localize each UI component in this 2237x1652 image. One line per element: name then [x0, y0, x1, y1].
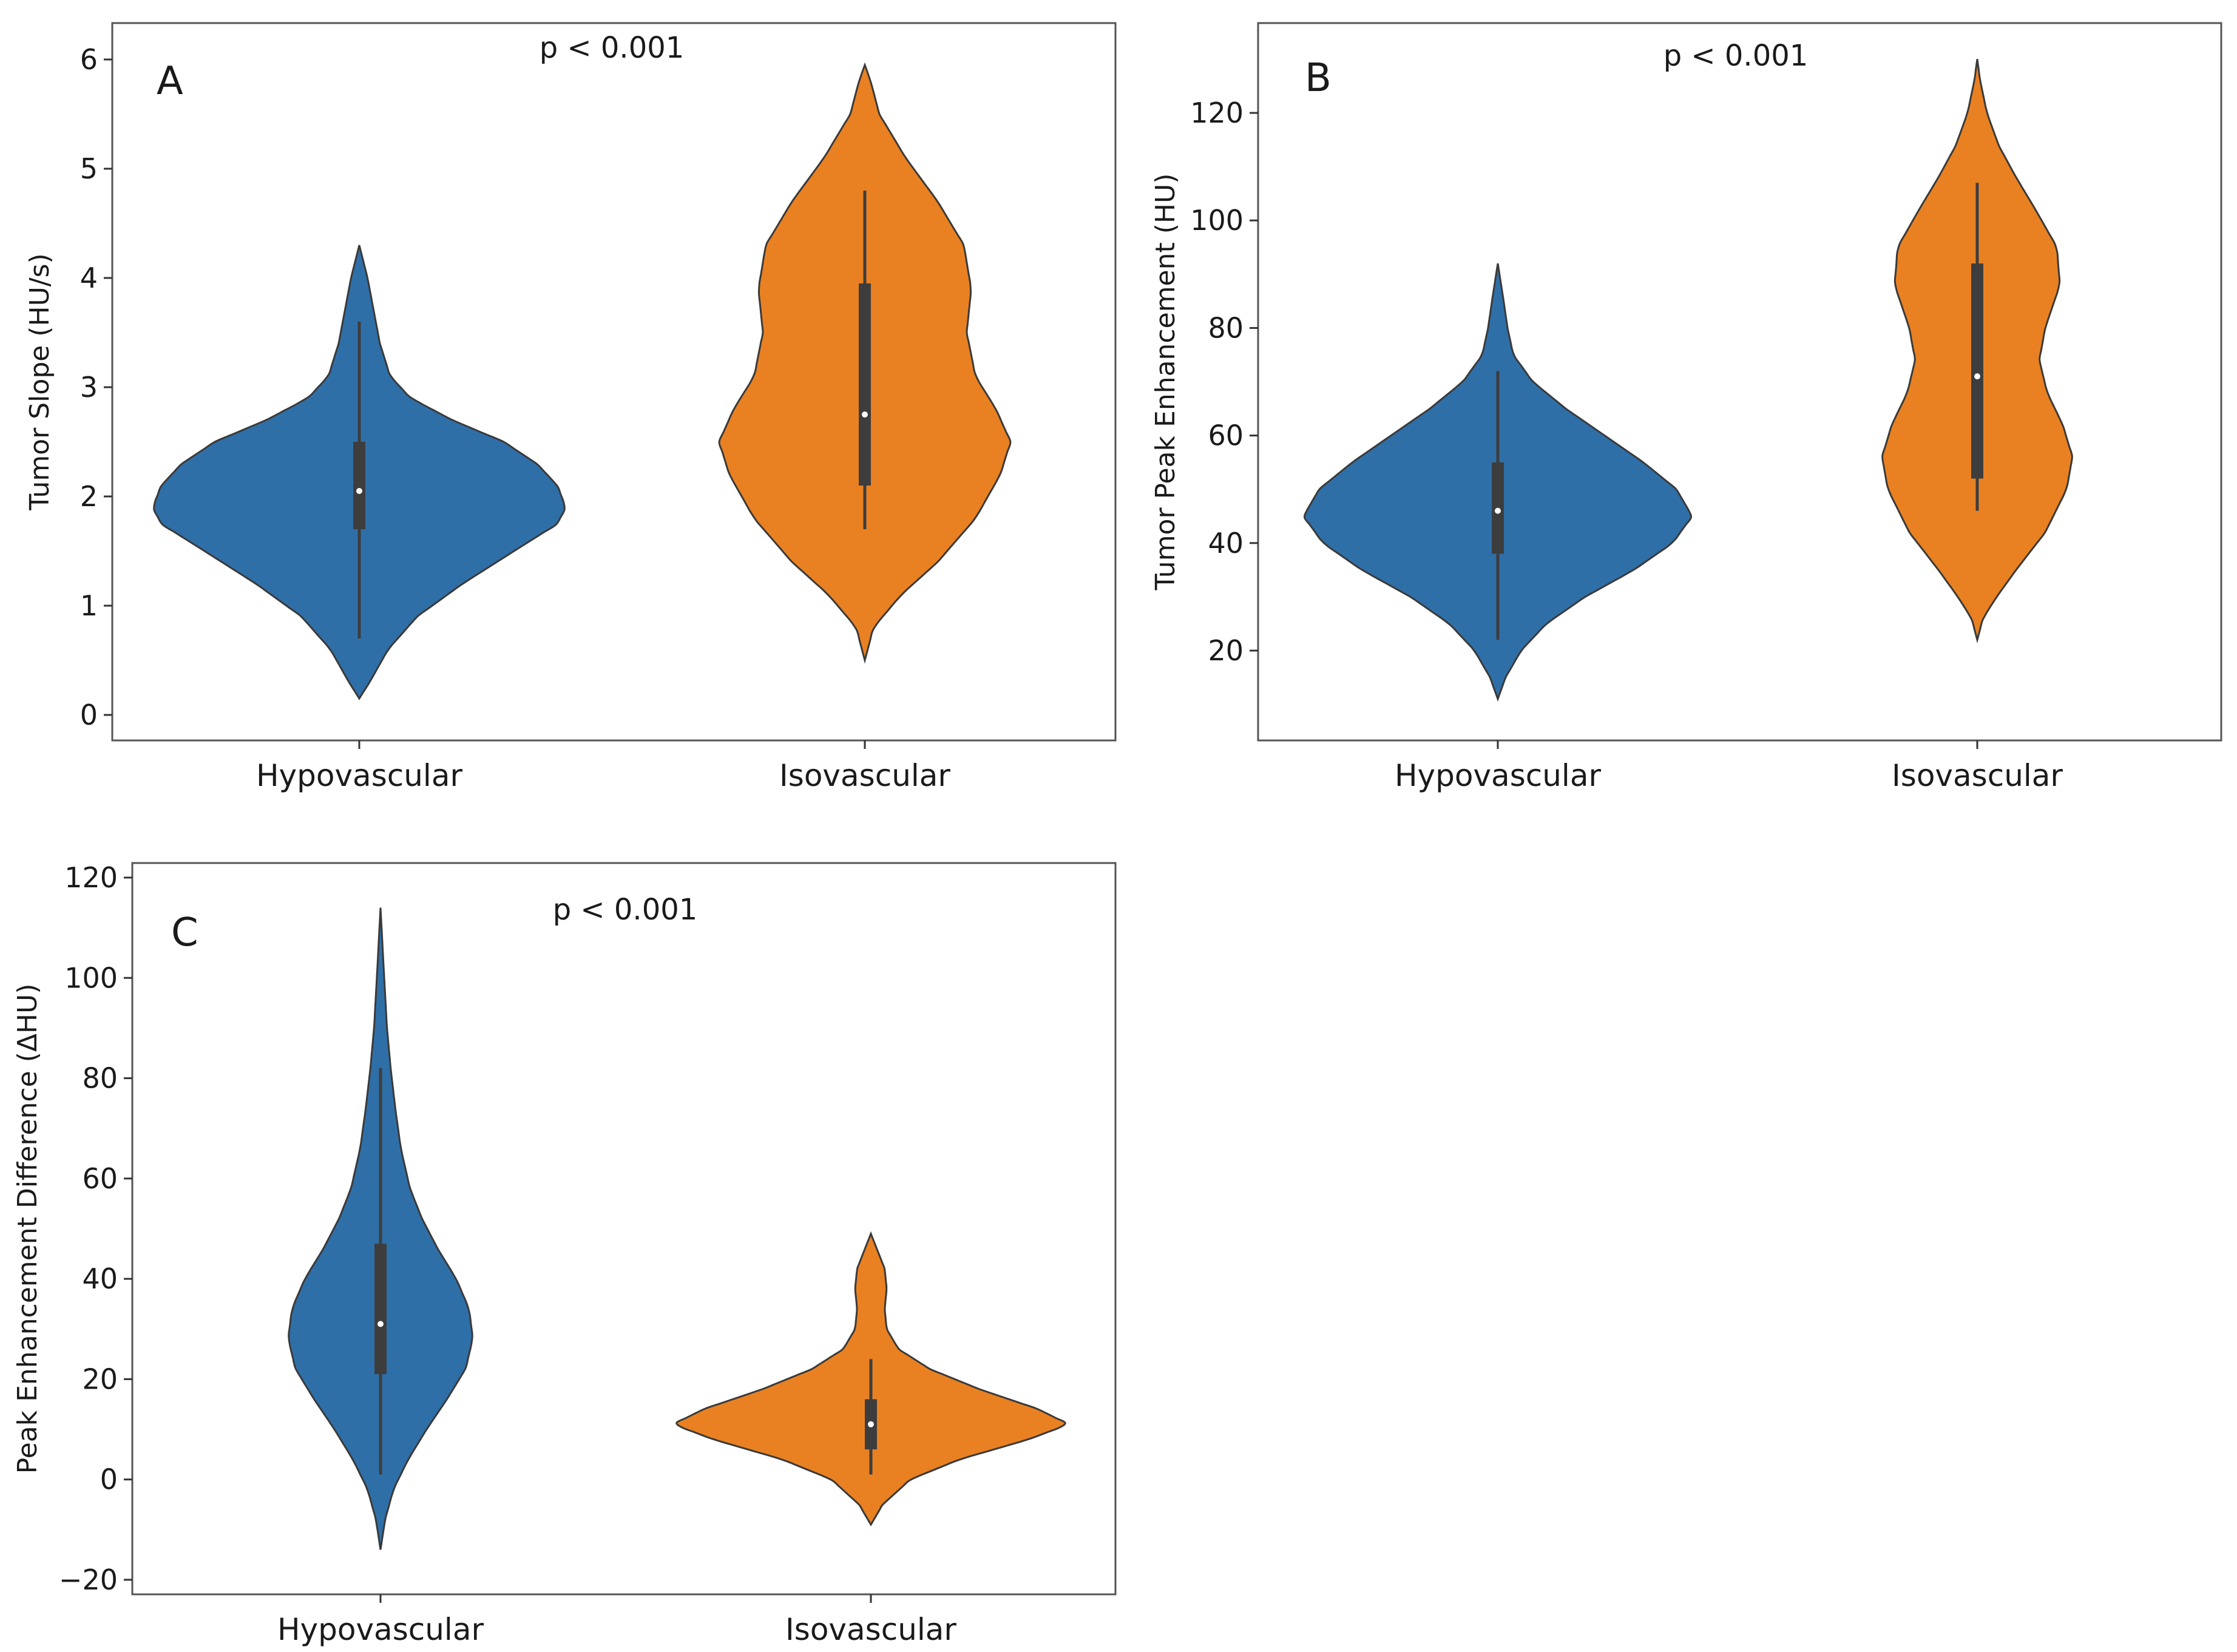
median-marker-hypovascular	[377, 1321, 384, 1327]
y-tick-label: 0	[100, 1463, 118, 1496]
y-tick-label: 1	[80, 589, 98, 622]
panel-a-slope: 0 1 2 3 4 5 6 Hypovascular Isovascular Tumor Slop…	[24, 22, 1117, 793]
panel-b-peak-enhancement: 20 40 60 80 100 120 Hypovascular Isovascular Tum…	[1150, 22, 2222, 793]
y-axis-title: Tumor Peak Enhancement (HU)	[1150, 174, 1181, 591]
y-tick-label: 20	[1208, 634, 1244, 667]
median-marker-isovascular	[862, 411, 868, 418]
y-tick-label: 5	[80, 152, 98, 185]
axes-frame	[131, 862, 1117, 1596]
p-value-annotation: p < 0.001	[553, 893, 698, 927]
y-axis-title: Tumor Slope (HU/s)	[24, 253, 55, 510]
y-tick-label: 0	[80, 699, 98, 731]
x-tick-label-hypovascular: Hypovascular	[1395, 758, 1602, 793]
median-marker-hypovascular	[356, 488, 362, 494]
y-tick-label: 80	[82, 1062, 118, 1095]
x-tick-label-hypovascular: Hypovascular	[277, 1612, 484, 1647]
y-tick-label: 120	[1190, 96, 1244, 129]
panel-letter: A	[157, 59, 183, 104]
x-tick-label-isovascular: Isovascular	[779, 758, 950, 793]
y-tick-label: 3	[80, 371, 98, 404]
y-tick-label: 40	[1208, 527, 1244, 560]
x-tick-label-isovascular: Isovascular	[1892, 758, 2063, 793]
median-marker-hypovascular	[1495, 507, 1501, 514]
y-tick-label: 4	[80, 262, 98, 294]
y-tick-label: −20	[59, 1563, 118, 1596]
median-marker-isovascular	[1974, 373, 1980, 380]
panel-c-enhancement-difference: −20 0 20 40 60 80 100 120 Hypovascular Isovascula…	[12, 861, 1117, 1647]
axes-frame	[1257, 22, 2222, 742]
p-value-annotation: p < 0.001	[1663, 39, 1809, 73]
y-tick-label: 2	[80, 480, 98, 513]
x-tick-label-hypovascular: Hypovascular	[256, 758, 463, 793]
y-tick-label: 80	[1208, 311, 1244, 344]
y-tick-label: 60	[82, 1162, 118, 1195]
y-tick-label: 6	[80, 43, 98, 76]
y-tick-label: 100	[64, 961, 118, 994]
y-tick-label: 120	[64, 861, 118, 894]
p-value-annotation: p < 0.001	[540, 31, 685, 65]
y-tick-label: 60	[1208, 419, 1244, 452]
y-axis-title: Peak Enhancement Difference (ΔHU)	[12, 984, 43, 1474]
y-tick-label: 40	[82, 1262, 118, 1295]
y-tick-label: 100	[1190, 204, 1244, 237]
y-tick-label: 20	[82, 1363, 118, 1395]
panel-letter: B	[1305, 56, 1332, 101]
axes-frame	[111, 22, 1117, 742]
median-marker-isovascular	[868, 1421, 874, 1427]
panel-letter: C	[171, 910, 198, 955]
x-tick-label-isovascular: Isovascular	[785, 1612, 956, 1647]
